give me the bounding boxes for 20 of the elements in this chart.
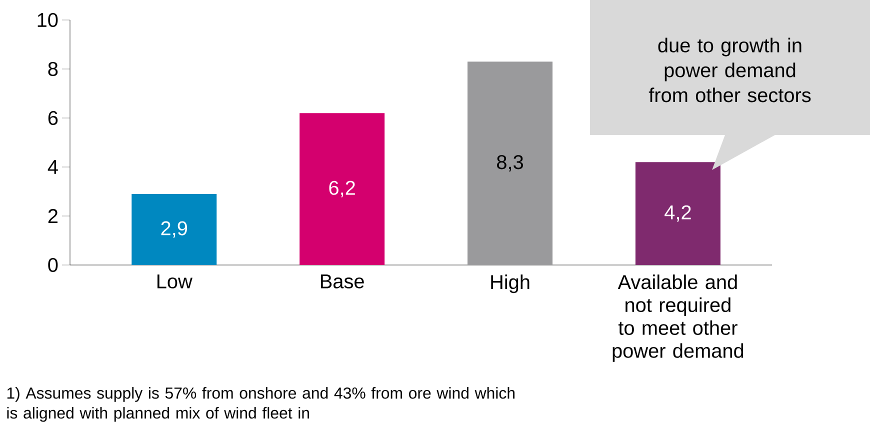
y-tick-label: 6 <box>48 110 58 126</box>
text: 1) Assumes supply is 57% from onshore and 43% from ore wind which is aligned with planned mix of wind fleet in <box>7 387 514 422</box>
bar <box>468 62 553 265</box>
x-tick-label: High <box>491 274 530 294</box>
x-tick-label: Base <box>321 274 364 288</box>
y-tick-label: 8 <box>48 62 58 76</box>
y-tick-label: 2 <box>48 209 58 223</box>
annotation: due to growth in power demand from other sectors <box>648 38 811 102</box>
x-tick-label: Available and not required to meet other power demand <box>612 274 744 362</box>
bar <box>132 194 217 265</box>
data-label: 2,9 <box>161 221 188 238</box>
y-tick-label: 0 <box>48 258 58 272</box>
data-label: 6,2 <box>329 180 355 198</box>
y-tick-label: 4 <box>48 160 58 174</box>
x-tick-label: Low <box>157 274 192 288</box>
y-tick-label: 10 <box>38 12 58 28</box>
bar <box>300 113 385 265</box>
data-label: 8,3 <box>497 155 523 172</box>
data-label: 4,2 <box>664 205 691 222</box>
bar <box>635 162 720 265</box>
